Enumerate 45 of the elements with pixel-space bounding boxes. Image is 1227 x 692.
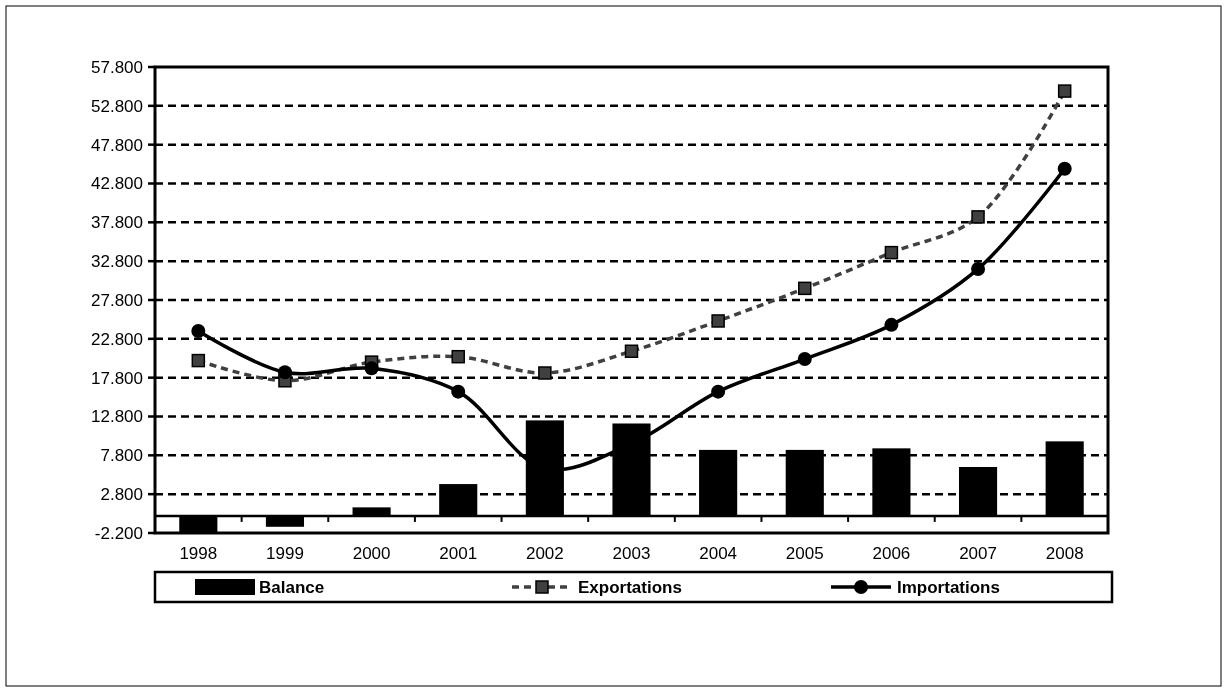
- x-tick-label: 2001: [439, 544, 478, 563]
- y-tick-label: 57.800: [91, 57, 143, 77]
- point: [191, 324, 206, 339]
- point: [277, 365, 292, 380]
- point: [884, 245, 899, 260]
- legend-label: Balance: [259, 577, 325, 597]
- point: [884, 317, 899, 332]
- point: [971, 210, 985, 224]
- y-tick-label: 37.800: [91, 213, 143, 233]
- y-tick-label: 22.800: [91, 329, 143, 349]
- point: [451, 384, 466, 399]
- x-tick-label: 1999: [266, 544, 304, 563]
- y-tick-label: 47.800: [91, 135, 143, 155]
- point: [624, 344, 639, 359]
- y-tick-label: 27.800: [91, 290, 143, 310]
- y-tick-label: 7.800: [100, 446, 143, 466]
- legend-label: Importations: [897, 577, 1000, 597]
- point: [798, 281, 812, 296]
- point: [711, 314, 725, 328]
- y-tick-label: -2.200: [94, 523, 143, 543]
- point: [1057, 161, 1072, 176]
- x-tick-label: 2000: [352, 544, 391, 563]
- point: [797, 352, 812, 367]
- y-tick-label: 12.800: [91, 407, 143, 427]
- x-tick-label: 2005: [785, 544, 824, 563]
- x-tick-label: 2006: [872, 544, 911, 563]
- point: [538, 366, 552, 380]
- y-tick-label: 52.800: [91, 96, 143, 116]
- point: [364, 361, 379, 376]
- legend-label: Exportations: [578, 577, 682, 597]
- y-tick-label: 17.800: [91, 368, 143, 388]
- x-tick-label: 2004: [699, 544, 738, 563]
- point: [451, 349, 465, 364]
- y-tick-label: 32.800: [91, 252, 143, 272]
- point: [1057, 84, 1072, 98]
- y-tick-label: 2.800: [100, 485, 143, 505]
- point: [191, 353, 206, 368]
- x-tick-label: 2002: [525, 544, 564, 563]
- point: [971, 261, 986, 276]
- x-tick-label: 2007: [959, 544, 997, 563]
- x-tick-label: 1998: [179, 544, 218, 563]
- x-tick-label: 2003: [612, 544, 651, 563]
- x-tick-label: 2008: [1045, 544, 1084, 563]
- y-tick-label: 42.800: [91, 174, 143, 194]
- point: [711, 384, 726, 399]
